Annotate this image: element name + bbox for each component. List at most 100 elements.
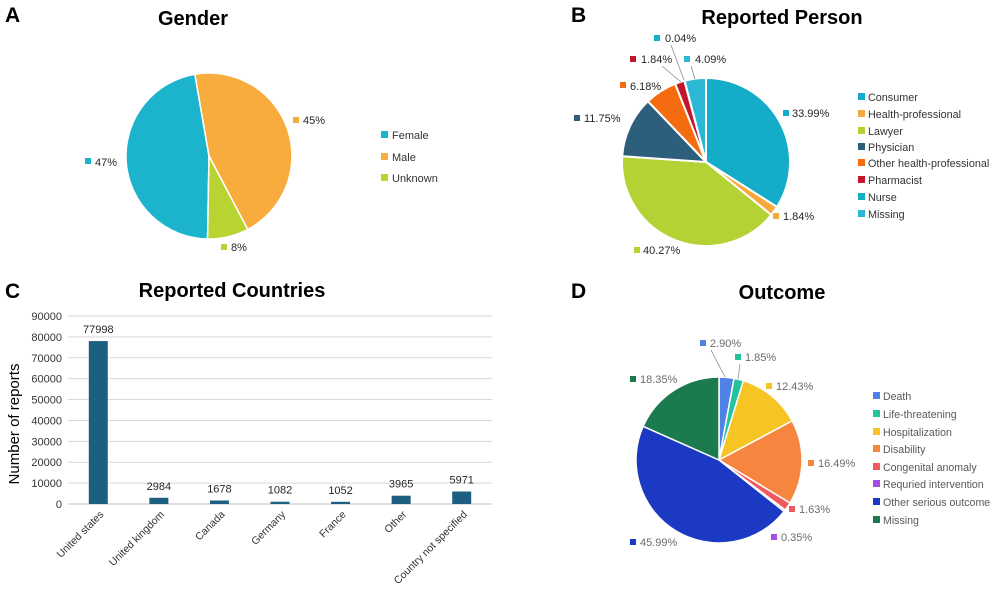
data-label-marker-disability [808,460,814,466]
legend-item-consumer: Consumer [858,92,918,104]
legend-label-male: Male [392,152,416,164]
legend-item-death: Death [873,391,911,403]
legend-swatch-lawyer [858,127,865,134]
bar-value-label-other: 3965 [389,479,413,491]
reported-person-slice-physician [621,100,707,163]
legend-item-requried-intervention: Requried intervention [873,479,984,491]
data-label-other-serious-outcome: 45.99% [640,537,678,549]
legend-swatch-congenital-anomaly [873,463,880,470]
outcome-slice-missing [642,376,720,461]
legend-swatch-male [381,153,388,160]
legend-swatch-requried-intervention [873,480,880,487]
legend-label-death: Death [883,391,911,403]
data-label-marker-male [293,117,299,123]
legend-item-physician: Physician [858,142,914,154]
legend-swatch-nurse [858,193,865,200]
legend-label-nurse: Nurse [868,192,897,204]
bar-canada [209,500,229,504]
legend-item-other-serious-outcome: Other serious outcome [873,497,990,509]
legend-item-health-professional: Health-professional [858,109,961,121]
data-label-unknown: 8% [231,242,247,254]
legend-item-pharmacist: Pharmacist [858,175,922,187]
data-label-physician: 11.75% [584,113,621,125]
chart-title-reported-countries: Reported Countries [139,280,326,302]
y-axis-title: Number of reports [6,364,23,485]
y-tick-label-90000: 90000 [31,311,62,323]
legend-swatch-hospitalization [873,428,880,435]
legend-item-life-threatening: Life-threatening [873,409,957,421]
legend-item-other-health-professional: Other health-professional [858,158,989,170]
data-label-marker-health-professional [773,213,779,219]
data-label-death: 2.90% [710,338,741,350]
data-label-marker-other-serious-outcome [630,539,636,545]
legend-swatch-health-professional [858,110,865,117]
chart-title-reported-person: Reported Person [701,7,862,29]
bar-value-label-country-not-specified: 5971 [449,475,473,487]
legend-label-requried-intervention: Requried intervention [883,479,984,491]
legend-item-missing: Missing [873,515,919,527]
data-label-marker-hospitalization [766,383,772,389]
legend-label-other-serious-outcome: Other serious outcome [883,497,990,509]
legend-swatch-death [873,392,880,399]
legend-swatch-physician [858,143,865,150]
bar-country-not-specified [452,491,472,504]
y-tick-label-70000: 70000 [31,353,62,365]
y-tick-label-40000: 40000 [31,415,62,427]
data-label-marker-missing [684,56,690,62]
data-label-marker-missing [630,376,636,382]
panel-b-reported-person: B Reported Person 33.99% 1.84% 40.27% 11.75… [571,4,989,257]
legend-item-congenital-anomaly: Congenital anomaly [873,462,977,474]
data-label-pharmacist: 1.84% [641,54,672,66]
panel-letter-c: C [5,280,20,303]
data-label-marker-life-threatening [735,354,741,360]
gender-legend: Female Male Unknown [381,130,438,185]
gender-pie-chart: 47% 45% 8% Female Male Unknown [85,72,438,254]
legend-label-disability: Disability [883,444,926,456]
legend-label-health-professional: Health-professional [868,109,961,121]
y-gridlines [68,315,492,505]
bar-value-label-canada: 1678 [207,483,231,495]
outcome-slice-other-serious-outcome [635,425,785,544]
legend-item-male: Male [381,152,416,164]
data-label-requried-intervention: 0.35% [781,532,812,544]
legend-label-other-health-professional: Other health-professional [868,158,989,170]
bar-value-label-united-states: 77998 [83,324,114,336]
bar-united-kingdom [149,497,169,504]
bar-united-states [88,341,108,504]
legend-swatch-missing [873,516,880,523]
data-label-marker-consumer [783,110,789,116]
legend-label-unknown: Unknown [392,173,438,185]
legend-label-life-threatening: Life-threatening [883,409,957,421]
y-tick-label-60000: 60000 [31,374,62,386]
panel-letter-a: A [5,4,20,27]
legend-item-lawyer: Lawyer [858,126,903,138]
legend-item-hospitalization: Hospitalization [873,427,952,439]
legend-item-female: Female [381,130,429,142]
y-tick-label-20000: 20000 [31,457,62,469]
data-label-marker-pharmacist [630,56,636,62]
legend-label-missing: Missing [868,209,905,221]
bar-value-label-united-kingdom: 2984 [147,481,171,493]
bar-value-label-germany: 1082 [268,485,292,497]
data-label-marker-other-health-professional [620,82,626,88]
panel-letter-b: B [571,4,586,27]
panel-letter-d: D [571,280,586,303]
data-label-congenital-anomaly: 1.63% [799,504,830,516]
legend-swatch-unknown [381,174,388,181]
gender-slice-unknown [206,155,249,240]
reported-person-slice-lawyer [621,155,773,247]
legend-swatch-disability [873,445,880,452]
data-label-lawyer: 40.27% [643,245,681,257]
data-label-marker-congenital-anomaly [789,506,795,512]
reported-person-legend: Consumer Health-professional Lawyer Physici… [858,92,989,221]
legend-swatch-female [381,131,388,138]
data-label-health-professional: 1.84% [783,211,814,223]
outcome-legend: Death Life-threatening Hospitalization Disa… [873,391,990,527]
gender-slices [125,72,293,240]
data-label-missing: 4.09% [695,54,726,66]
data-label-marker-requried-intervention [771,534,777,540]
y-tick-label-80000: 80000 [31,332,62,344]
gender-slice-female [125,73,210,240]
leader-line [690,65,696,80]
